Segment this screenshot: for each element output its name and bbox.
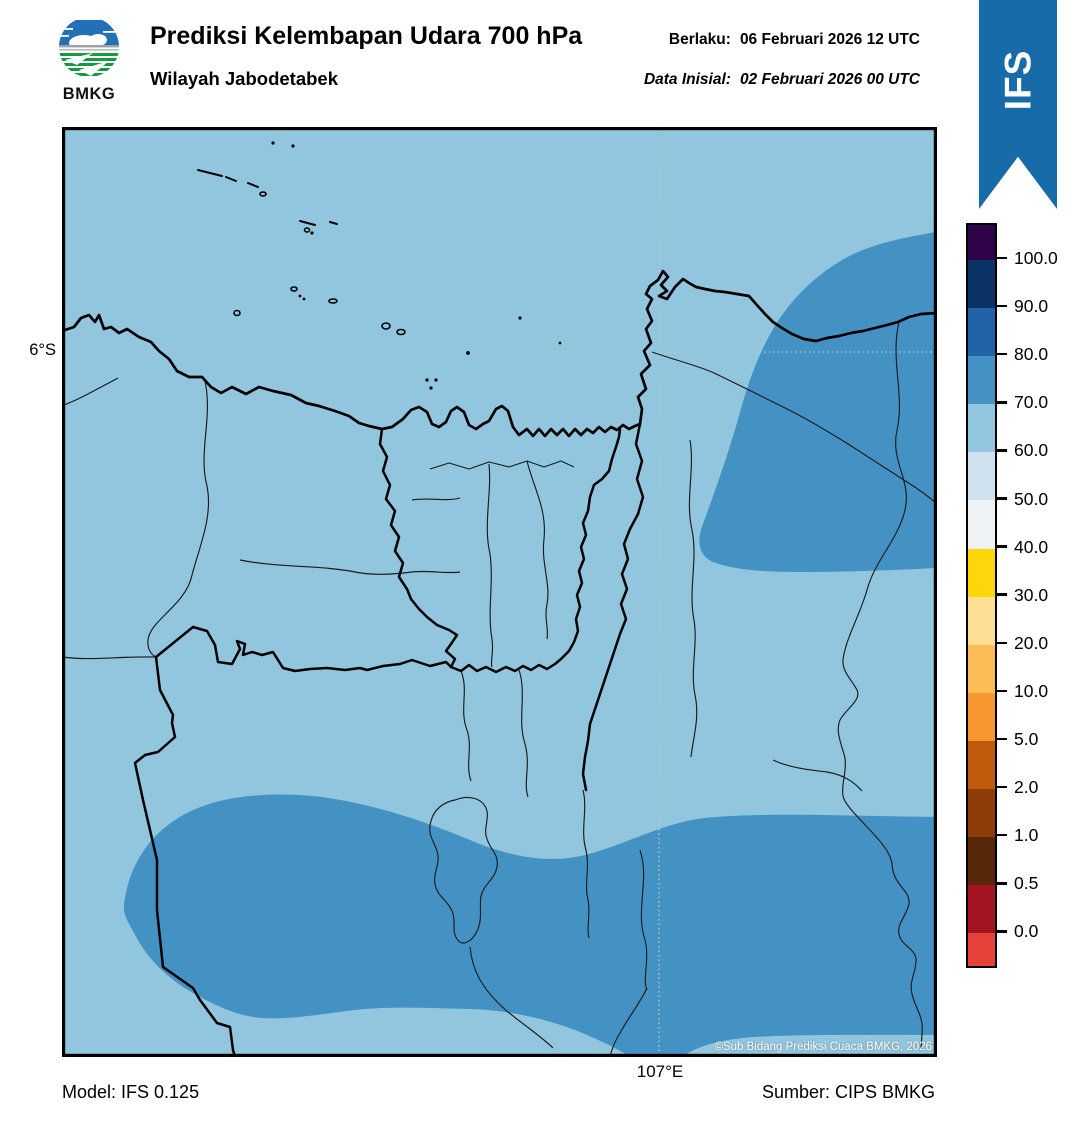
initial-time: Data Inisial: 02 Februari 2026 00 UTC <box>644 71 920 89</box>
colorbar-tick <box>997 304 1007 308</box>
initial-time-label: Data Inisial: <box>643 71 731 88</box>
map-canvas <box>60 127 939 1059</box>
bmkg-logo-icon <box>59 17 119 77</box>
bmkg-logo-label: BMKG <box>62 85 116 103</box>
colorbar-tick <box>997 737 1007 741</box>
colorbar-tick-label: 100.0 <box>1014 248 1058 268</box>
province-boundaries <box>133 422 645 1059</box>
colorbar-tick <box>997 256 1007 260</box>
colorbar-segment <box>968 837 995 886</box>
colorbar-tick-label: 2.0 <box>1014 777 1039 798</box>
colorbar-tick-label: 5.0 <box>1014 729 1039 749</box>
colorbar-segment <box>968 885 995 934</box>
colorbar-segment <box>968 308 995 357</box>
colorbar-tick-label: 70.0 <box>1014 392 1049 413</box>
colorbar: 100.0 90.0 80.0 70.0 60.0 50.0 40.0 30.0 20.0 10.… <box>966 223 1081 969</box>
colorbar-segment <box>968 548 995 597</box>
colorbar-tick <box>997 882 1007 885</box>
rh-70-80-region-northeast <box>699 232 937 572</box>
colorbar-segment <box>968 740 995 790</box>
colorbar-segment <box>968 933 995 967</box>
colorbar-tick-label: 1.0 <box>1014 825 1039 846</box>
region-subtitle: Wilayah Jabodetabek <box>150 68 338 89</box>
colorbar-tick <box>997 449 1007 452</box>
colorbar-tick <box>997 689 1007 693</box>
valid-time-label: Berlaku: <box>668 31 731 48</box>
colorbar-bar <box>966 223 997 969</box>
colorbar-tick <box>997 352 1007 356</box>
colorbar-segment <box>968 452 995 501</box>
colorbar-segment <box>968 260 995 309</box>
map-copyright: ©Sub Bidang Prediksi Cuaca BMKG, 2026 <box>714 1041 932 1053</box>
colorbar-segment <box>968 644 995 693</box>
colorbar-tick-label: 50.0 <box>1014 488 1049 509</box>
colorbar-tick <box>997 497 1007 500</box>
lon-tick-label: 107°E <box>636 1062 684 1081</box>
lat-tick-label: 6°S <box>29 341 56 359</box>
colorbar-tick-label: 20.0 <box>1014 632 1049 653</box>
model-ribbon-label: IFS <box>997 49 1038 111</box>
initial-time-value: 02 Februari 2026 00 UTC <box>739 71 920 88</box>
colorbar-tick-label: 80.0 <box>1014 344 1049 365</box>
map-panel: ©Sub Bidang Prediksi Cuaca BMKG, 2026 <box>60 127 939 1059</box>
map-frame <box>61 127 937 1057</box>
valid-time-value: 06 Februari 2026 12 UTC <box>739 31 920 48</box>
colorbar-tick-label: 0.5 <box>1014 873 1039 894</box>
colorbar-tick-label: 90.0 <box>1014 296 1049 317</box>
model-ribbon: IFS <box>979 0 1057 209</box>
colorbar-segment <box>968 404 995 453</box>
colorbar-tick <box>997 593 1007 596</box>
islands <box>197 141 562 390</box>
colorbar-segment <box>968 356 995 405</box>
page-title: Prediksi Kelembapan Udara 700 hPa <box>150 22 583 50</box>
colorbar-segment <box>968 500 995 549</box>
colorbar-tick <box>997 930 1007 933</box>
colorbar-tick-label: 60.0 <box>1014 440 1049 461</box>
colorbar-tick-label: 10.0 <box>1014 680 1049 701</box>
colorbar-tick <box>997 401 1007 404</box>
valid-time: Berlaku: 06 Februari 2026 12 UTC <box>669 31 920 49</box>
bmkg-logo: BMKG <box>56 16 122 104</box>
colorbar-segment <box>968 596 995 645</box>
rh-70-80-region-south <box>123 794 938 1057</box>
district-boundaries <box>61 321 938 1057</box>
model-footnote: Model: IFS 0.125 <box>62 1082 200 1102</box>
colorbar-segment <box>968 789 995 838</box>
source-footnote: Sumber: CIPS BMKG <box>761 1082 935 1102</box>
colorbar-tick <box>997 545 1007 548</box>
colorbar-segment <box>968 225 995 260</box>
colorbar-tick-label: 30.0 <box>1014 584 1049 605</box>
colorbar-segment <box>968 692 995 741</box>
colorbar-tick <box>997 785 1007 789</box>
colorbar-tick <box>997 833 1007 837</box>
colorbar-tick-label: 40.0 <box>1014 536 1049 557</box>
colorbar-tick-label: 0.0 <box>1014 921 1039 942</box>
coastline <box>60 269 939 438</box>
colorbar-tick <box>997 641 1007 645</box>
